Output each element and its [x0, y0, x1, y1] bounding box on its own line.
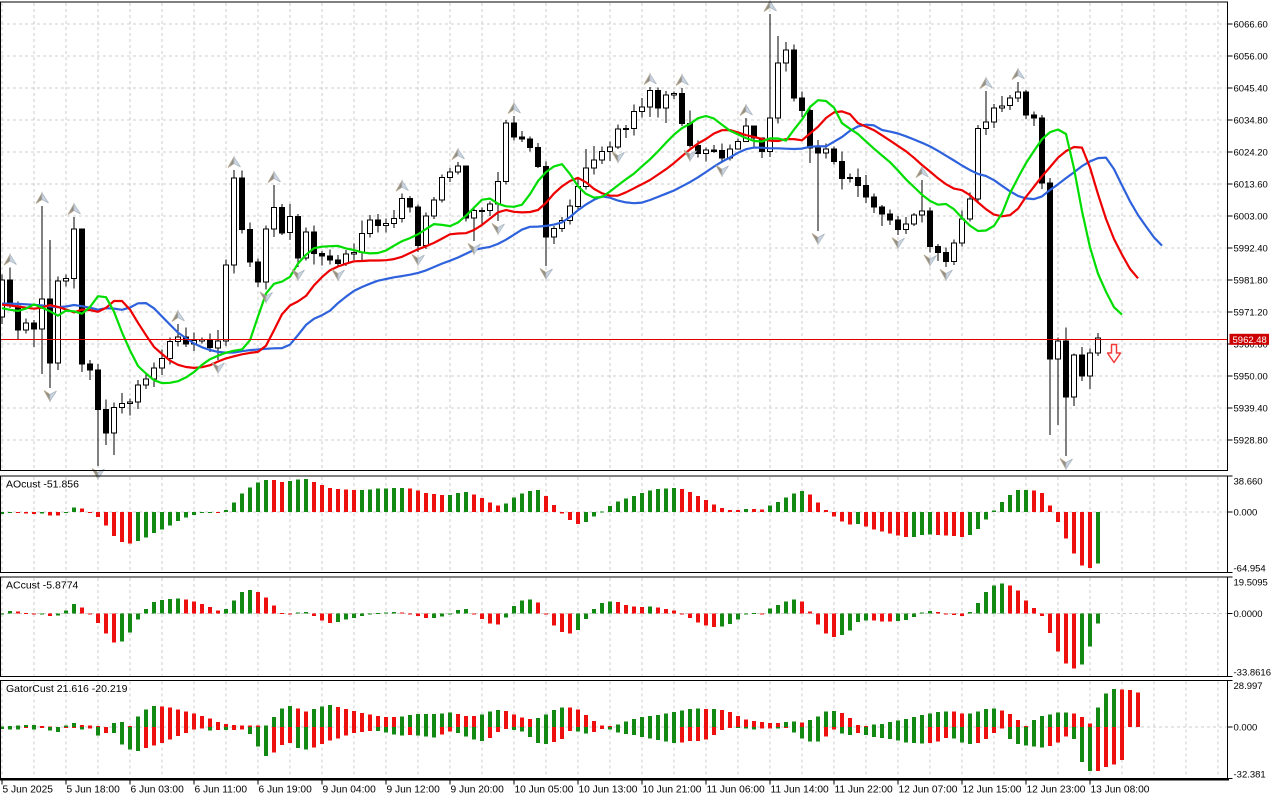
svg-text:28.997: 28.997 — [1234, 681, 1263, 692]
svg-text:-32.381: -32.381 — [1234, 770, 1266, 781]
svg-text:5962.48: 5962.48 — [1233, 335, 1267, 346]
svg-text:5 Jun 18:00: 5 Jun 18:00 — [67, 785, 121, 796]
svg-text:13 Jun 08:00: 13 Jun 08:00 — [1091, 785, 1150, 796]
svg-text:38.660: 38.660 — [1234, 477, 1263, 488]
svg-text:12 Jun 23:00: 12 Jun 23:00 — [1027, 785, 1086, 796]
svg-text:9 Jun 12:00: 9 Jun 12:00 — [387, 785, 441, 796]
svg-text:GatorCust 21.616 -20.219: GatorCust 21.616 -20.219 — [6, 683, 128, 695]
svg-text:6056.00: 6056.00 — [1234, 52, 1268, 63]
svg-text:11 Jun 06:00: 11 Jun 06:00 — [707, 785, 765, 796]
svg-text:5939.40: 5939.40 — [1234, 404, 1268, 415]
svg-text:12 Jun 07:00: 12 Jun 07:00 — [899, 785, 958, 796]
svg-text:9 Jun 04:00: 9 Jun 04:00 — [323, 785, 377, 796]
svg-text:12 Jun 15:00: 12 Jun 15:00 — [963, 785, 1022, 796]
svg-text:-64.954: -64.954 — [1234, 564, 1266, 575]
svg-text:6 Jun 19:00: 6 Jun 19:00 — [259, 785, 313, 796]
svg-text:6013.60: 6013.60 — [1234, 180, 1268, 191]
svg-text:5992.40: 5992.40 — [1234, 244, 1268, 255]
svg-text:5 Jun 2025: 5 Jun 2025 — [3, 785, 54, 796]
svg-text:6024.20: 6024.20 — [1234, 148, 1268, 159]
svg-text:10 Jun 13:00: 10 Jun 13:00 — [579, 785, 638, 796]
svg-text:0.000: 0.000 — [1234, 723, 1258, 734]
svg-text:10 Jun 05:00: 10 Jun 05:00 — [515, 785, 574, 796]
svg-text:6 Jun 11:00: 6 Jun 11:00 — [195, 785, 248, 796]
svg-text:-33.8616: -33.8616 — [1234, 668, 1272, 679]
svg-text:6003.00: 6003.00 — [1234, 212, 1268, 223]
svg-text:5981.80: 5981.80 — [1234, 276, 1268, 287]
svg-text:9 Jun 20:00: 9 Jun 20:00 — [451, 785, 505, 796]
svg-text:0.0000: 0.0000 — [1234, 609, 1263, 620]
svg-text:6 Jun 03:00: 6 Jun 03:00 — [131, 785, 185, 796]
svg-text:6034.80: 6034.80 — [1234, 116, 1268, 127]
svg-text:AOcust -51.856: AOcust -51.856 — [6, 479, 79, 491]
svg-text:11 Jun 14:00: 11 Jun 14:00 — [771, 785, 829, 796]
svg-text:5928.80: 5928.80 — [1234, 436, 1268, 447]
svg-text:5950.00: 5950.00 — [1234, 372, 1268, 383]
svg-text:6066.60: 6066.60 — [1234, 20, 1268, 31]
svg-text:19.5095: 19.5095 — [1234, 578, 1268, 589]
svg-text:ACcust -5.8774: ACcust -5.8774 — [6, 580, 79, 592]
svg-text:5960.60: 5960.60 — [1234, 340, 1268, 351]
svg-text:5971.20: 5971.20 — [1234, 308, 1268, 319]
svg-text:0.000: 0.000 — [1234, 508, 1258, 519]
svg-text:10 Jun 21:00: 10 Jun 21:00 — [643, 785, 702, 796]
svg-text:11 Jun 22:00: 11 Jun 22:00 — [835, 785, 893, 796]
svg-text:6045.40: 6045.40 — [1234, 84, 1268, 95]
